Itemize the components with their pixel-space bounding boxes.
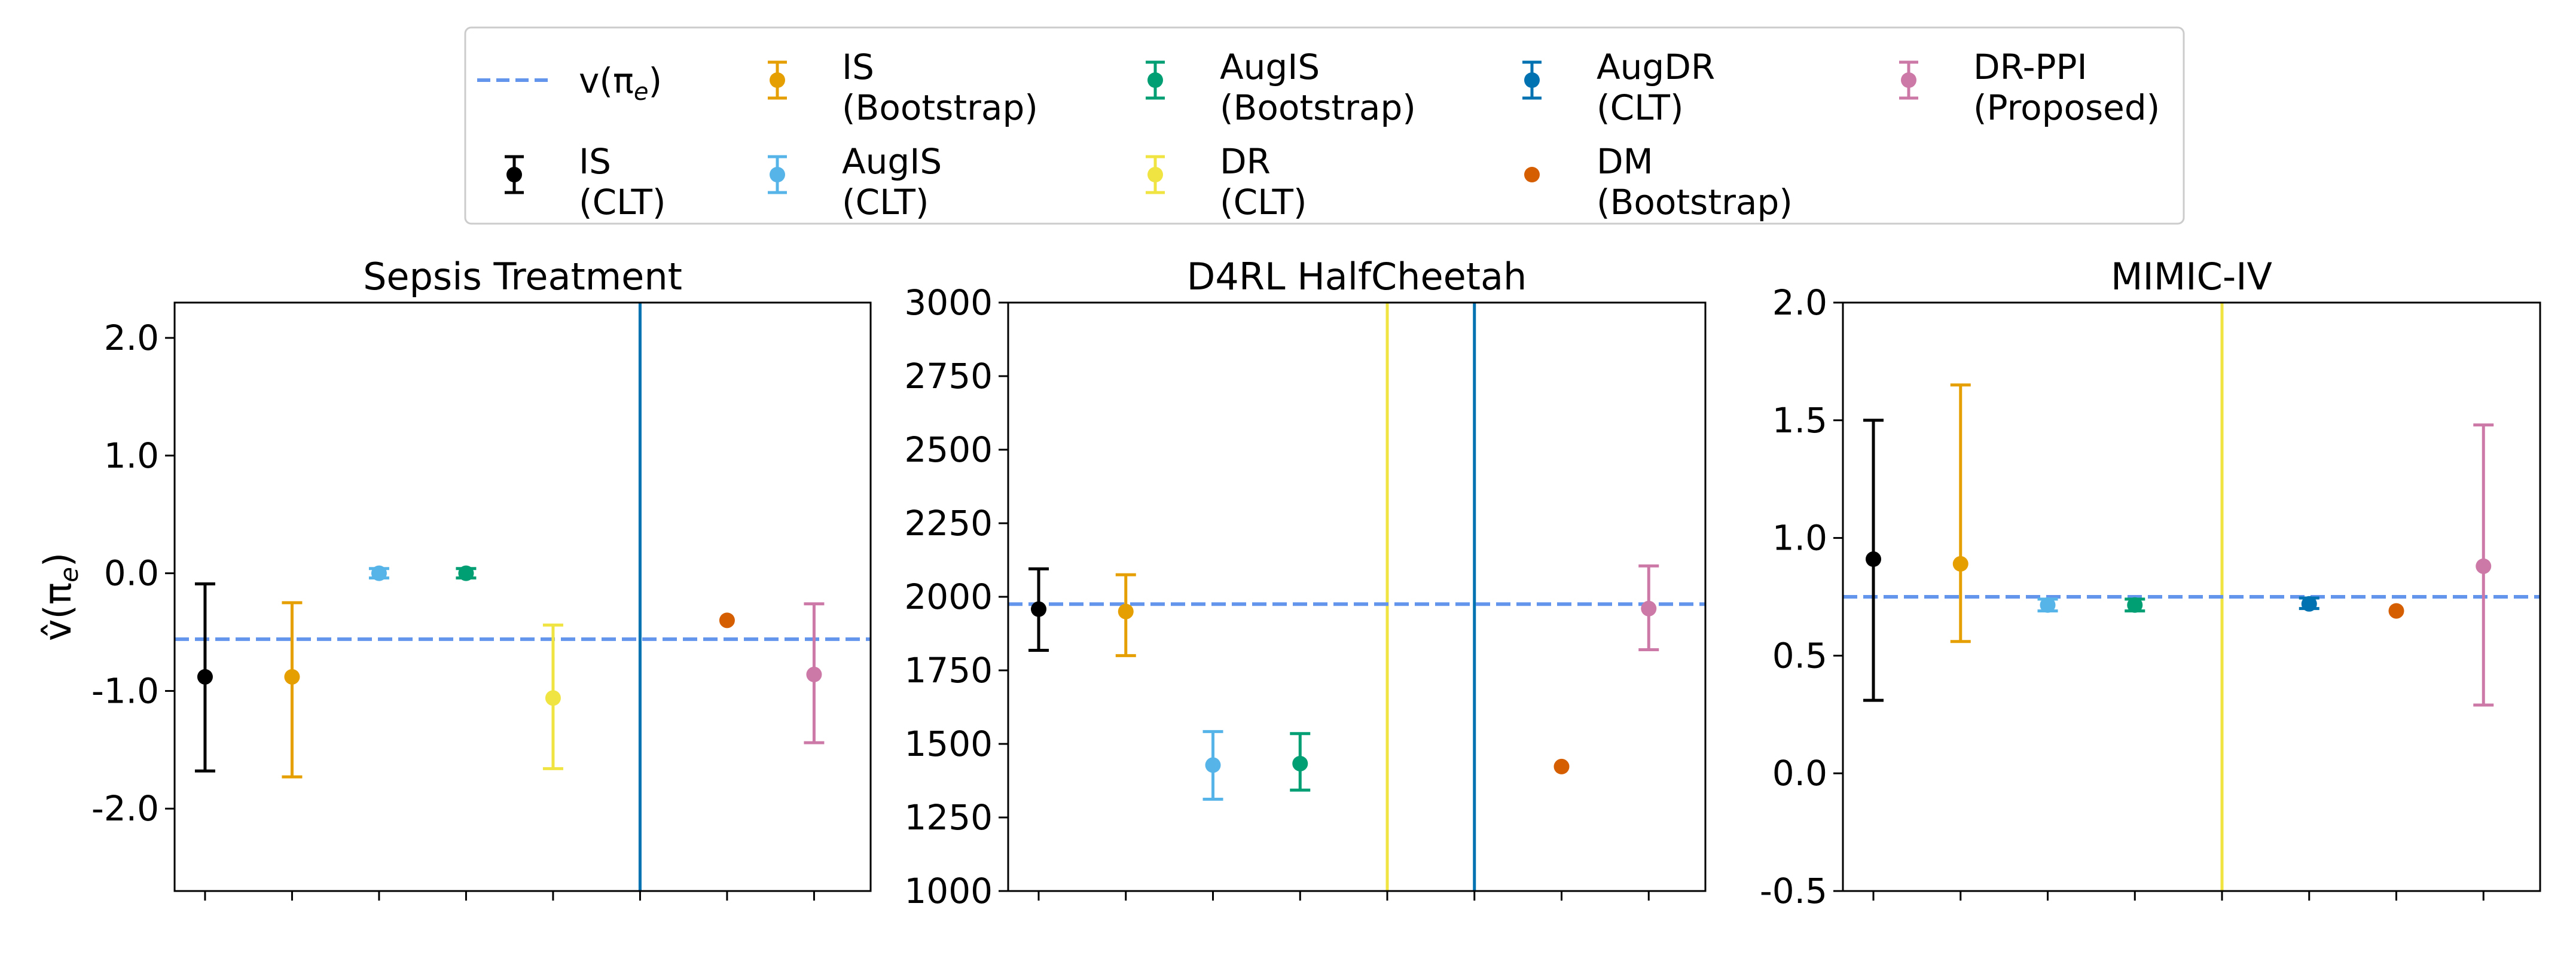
legend-label-is_clt-line2: (CLT) bbox=[579, 182, 666, 222]
plot-area bbox=[1008, 303, 1705, 891]
y-tick-label: 2750 bbox=[904, 356, 993, 396]
panel-1: Sepsis Treatment -2.0 -1.0 0.0 1.0 2.0 v̂(πe) bbox=[36, 255, 872, 901]
plot-area bbox=[1843, 303, 2540, 891]
point-augis_clt bbox=[2040, 597, 2056, 613]
point-is_clt bbox=[1866, 551, 1882, 567]
y-tick-label: 2.0 bbox=[104, 318, 159, 358]
legend-label-dm_boot-line1: DM bbox=[1597, 141, 1653, 182]
point-dr_clt bbox=[545, 690, 561, 706]
point-augis_boot bbox=[458, 565, 474, 581]
y-tick-label: 2000 bbox=[904, 576, 993, 617]
legend-entry-is_boot: IS(Bootstrap) bbox=[768, 47, 1038, 128]
y-tick-label: 2.0 bbox=[1772, 282, 1827, 323]
point-is_boot bbox=[284, 669, 300, 685]
plot-area bbox=[175, 303, 871, 891]
y-tick-label: 0.5 bbox=[1772, 635, 1827, 676]
y-tick-label: 1500 bbox=[904, 724, 993, 764]
point-augis_clt bbox=[371, 565, 387, 581]
point-is_boot bbox=[1952, 556, 1968, 572]
legend-entry-dr_clt: DR(CLT) bbox=[1146, 141, 1307, 222]
y-tick-label: 0.0 bbox=[1772, 753, 1827, 794]
y-tick-label: 1.0 bbox=[104, 435, 159, 476]
legend-frame bbox=[464, 26, 2185, 225]
point-augis_clt bbox=[1205, 757, 1221, 773]
legend-entry-dm_boot: DM(Bootstrap) bbox=[1524, 141, 1793, 222]
y-axis-label: v̂(πe) bbox=[36, 553, 84, 641]
y-tick-label: 2500 bbox=[904, 429, 993, 470]
point-is_clt bbox=[1031, 601, 1047, 617]
legend-label-drppi-line2: (Proposed) bbox=[1973, 87, 2160, 128]
legend: v(πe) IS(Bootstrap)AugIS(Bootstrap)AugDR(… bbox=[464, 26, 2185, 225]
point-augdr_clt bbox=[2301, 596, 2317, 612]
point-dm_boot bbox=[1553, 758, 1570, 774]
y-tick-label: 1250 bbox=[904, 797, 993, 838]
legend-label-dm_boot-line2: (Bootstrap) bbox=[1597, 182, 1793, 222]
y-tick-label: 1000 bbox=[904, 871, 993, 911]
point-is_clt bbox=[197, 669, 213, 685]
legend-label-dr_clt-line2: (CLT) bbox=[1220, 182, 1307, 222]
legend-label-is_boot-line1: IS bbox=[842, 47, 874, 87]
legend-marker-dr_clt bbox=[1147, 167, 1163, 182]
legend-marker-drppi bbox=[1901, 72, 1916, 88]
legend-label-drppi-line1: DR-PPI bbox=[1973, 47, 2087, 87]
panel-title: Sepsis Treatment bbox=[363, 255, 682, 298]
legend-label-augis_boot-line1: AugIS bbox=[1220, 47, 1320, 87]
point-drppi bbox=[806, 666, 822, 682]
legend-label-is_boot-line2: (Bootstrap) bbox=[842, 87, 1038, 128]
legend-marker-augis_boot bbox=[1147, 72, 1163, 88]
panels: Sepsis Treatment -2.0 -1.0 0.0 1.0 2.0 v̂(πe) D… bbox=[36, 255, 2541, 911]
y-tick-label: 0.0 bbox=[104, 553, 159, 594]
point-dm_boot bbox=[2388, 603, 2404, 619]
legend-label-augis_boot-line2: (Bootstrap) bbox=[1220, 87, 1416, 128]
legend-marker-augdr_clt bbox=[1524, 72, 1540, 88]
point-drppi bbox=[1641, 600, 1657, 617]
legend-entry-drppi: DR-PPI(Proposed) bbox=[1899, 47, 2160, 128]
axes-frame bbox=[173, 301, 872, 892]
y-tick-label: 2250 bbox=[904, 503, 993, 544]
legend-label-dr_clt-line1: DR bbox=[1220, 141, 1271, 182]
panel-title: MIMIC-IV bbox=[2111, 255, 2272, 298]
legend-marker-dm_boot bbox=[1524, 167, 1540, 182]
legend-marker-augis_clt bbox=[770, 167, 785, 182]
legend-label-augis_clt-line1: AugIS bbox=[842, 141, 942, 182]
legend-label-is_clt-line1: IS bbox=[579, 141, 611, 182]
point-is_boot bbox=[1118, 603, 1134, 620]
legend-label-augdr_clt-line1: AugDR bbox=[1597, 47, 1715, 87]
legend-entry-augis_clt: AugIS(CLT) bbox=[768, 141, 942, 222]
point-augis_boot bbox=[2127, 597, 2143, 613]
axes-frame bbox=[1842, 301, 2541, 892]
legend-label-augdr_clt-line2: (CLT) bbox=[1597, 87, 1684, 128]
legend-marker-is_clt bbox=[506, 167, 522, 182]
y-tick-label: -1.0 bbox=[91, 670, 159, 711]
panel-2: D4RL HalfCheetah 1000 1250 1500 1750 2000 2250… bbox=[904, 255, 1707, 911]
legend-marker-is_boot bbox=[770, 72, 785, 88]
legend-entry-is_clt: IS(CLT) bbox=[505, 141, 666, 222]
y-tick-label: 1.5 bbox=[1772, 400, 1827, 441]
panel-3: MIMIC-IV -0.5 0.0 0.5 1.0 1.5 2.0 bbox=[1760, 255, 2541, 911]
legend-entry-augis_boot: AugIS(Bootstrap) bbox=[1146, 47, 1416, 128]
legend-entry-augdr_clt: AugDR(CLT) bbox=[1522, 47, 1715, 128]
panel-title: D4RL HalfCheetah bbox=[1187, 255, 1527, 298]
point-drppi bbox=[2476, 558, 2492, 574]
legend-label-augis_clt-line2: (CLT) bbox=[842, 182, 929, 222]
y-tick-label: -0.5 bbox=[1760, 871, 1827, 911]
y-tick-label: 1750 bbox=[904, 650, 993, 691]
y-tick-label: 1.0 bbox=[1772, 518, 1827, 559]
legend-ref-label: v(πe) bbox=[579, 60, 662, 106]
point-dm_boot bbox=[719, 612, 735, 628]
y-tick-label: 3000 bbox=[904, 282, 993, 323]
point-augis_boot bbox=[1292, 755, 1308, 771]
y-tick-label: -2.0 bbox=[91, 788, 159, 829]
